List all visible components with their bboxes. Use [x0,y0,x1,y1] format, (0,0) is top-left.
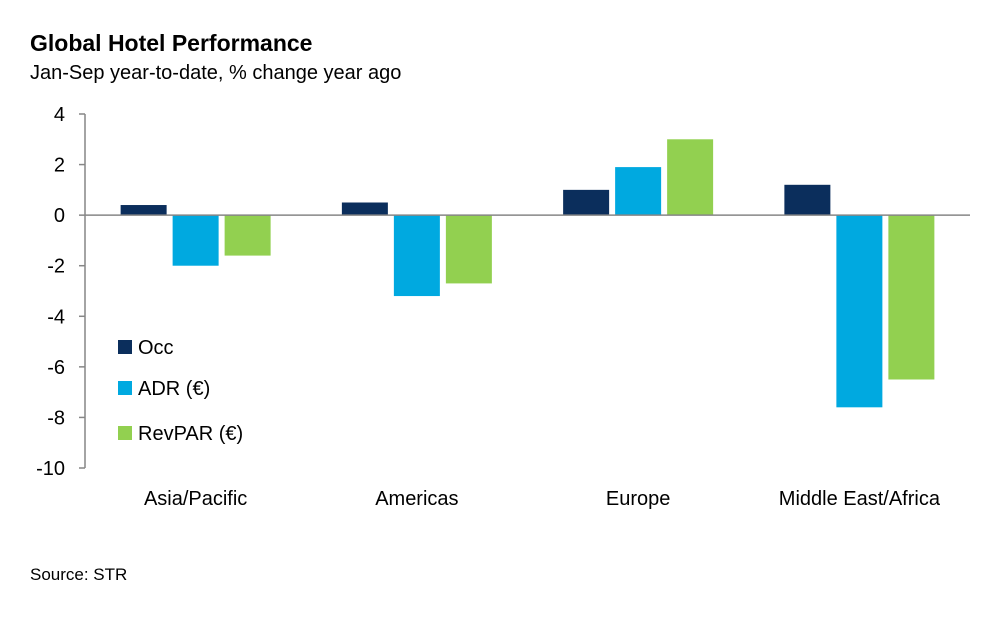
bar-revpar-0 [224,215,271,256]
legend: Occ ADR (€) RevPAR (€) [118,337,243,445]
legend-swatch [118,381,132,395]
y-tick-label: -6 [47,357,65,379]
bar-adr-1 [393,215,440,297]
chart-subtitle: Jan-Sep year-to-date, % change year ago [30,62,402,84]
bar-occ-2 [563,189,610,216]
legend-swatch [118,340,132,354]
bar-occ-3 [784,184,831,216]
y-tick-label: 2 [54,155,65,177]
y-tick-label: -10 [36,458,65,480]
bar-revpar-2 [667,139,714,216]
bar-revpar-1 [445,215,492,284]
chart-source: Source: STR [30,565,128,584]
bar-occ-1 [341,202,388,216]
legend-label: Occ [138,337,174,359]
y-tick-label: -2 [47,256,65,278]
category-label: Asia/Pacific [144,488,247,510]
bars [120,139,935,408]
y-tick-label: 0 [54,205,65,227]
bar-revpar-3 [888,215,935,380]
chart-title: Global Hotel Performance [30,30,313,56]
y-axis: 4 2 0 -2 -4 -6 -8 -10 [36,104,86,480]
y-tick-label: -8 [47,407,65,429]
bar-adr-0 [172,215,219,266]
y-tick-label: -4 [47,306,65,328]
legend-label: RevPAR (€) [138,423,243,445]
category-label: Middle East/Africa [779,488,941,510]
legend-label: ADR (€) [138,378,210,400]
bar-occ-0 [120,205,167,216]
category-label: Americas [375,488,458,510]
bar-adr-3 [836,215,883,408]
y-tick-label: 4 [54,104,65,126]
bar-adr-2 [615,167,662,216]
legend-swatch [118,426,132,440]
category-label: Europe [606,488,671,510]
category-labels: Asia/Pacific Americas Europe Middle East/Af… [144,488,941,510]
